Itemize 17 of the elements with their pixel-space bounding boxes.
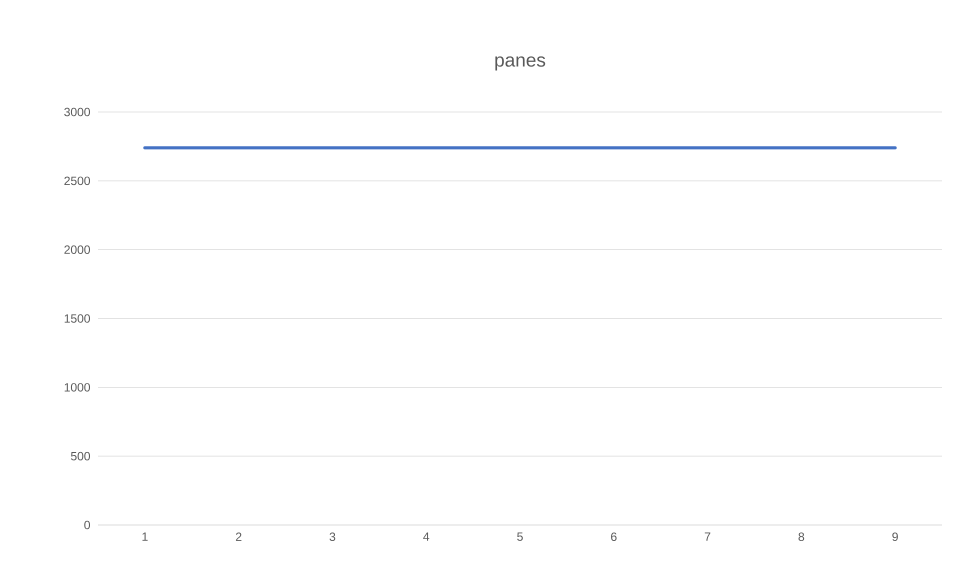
y-tick-label: 1000 (64, 383, 90, 392)
y-tick-label: 1500 (64, 314, 90, 323)
x-tick-label: 8 (798, 532, 804, 542)
x-tick-label: 2 (236, 532, 242, 541)
y-tick-label: 2500 (64, 176, 90, 186)
y-tick-label: 3000 (64, 108, 90, 116)
x-tick-label: 5 (517, 532, 523, 541)
x-tick-label: 3 (330, 532, 336, 542)
y-tick-label: 2000 (64, 245, 90, 254)
x-tick-label: 6 (611, 532, 617, 542)
chart-title: panes (495, 56, 546, 70)
x-tick-label: 7 (704, 532, 710, 541)
x-tick-label: 1 (142, 532, 148, 541)
y-tick-label: 500 (70, 452, 90, 460)
y-tick-label: 0 (84, 520, 90, 530)
x-tick-label: 9 (892, 532, 898, 542)
x-tick-label: 4 (423, 532, 430, 541)
